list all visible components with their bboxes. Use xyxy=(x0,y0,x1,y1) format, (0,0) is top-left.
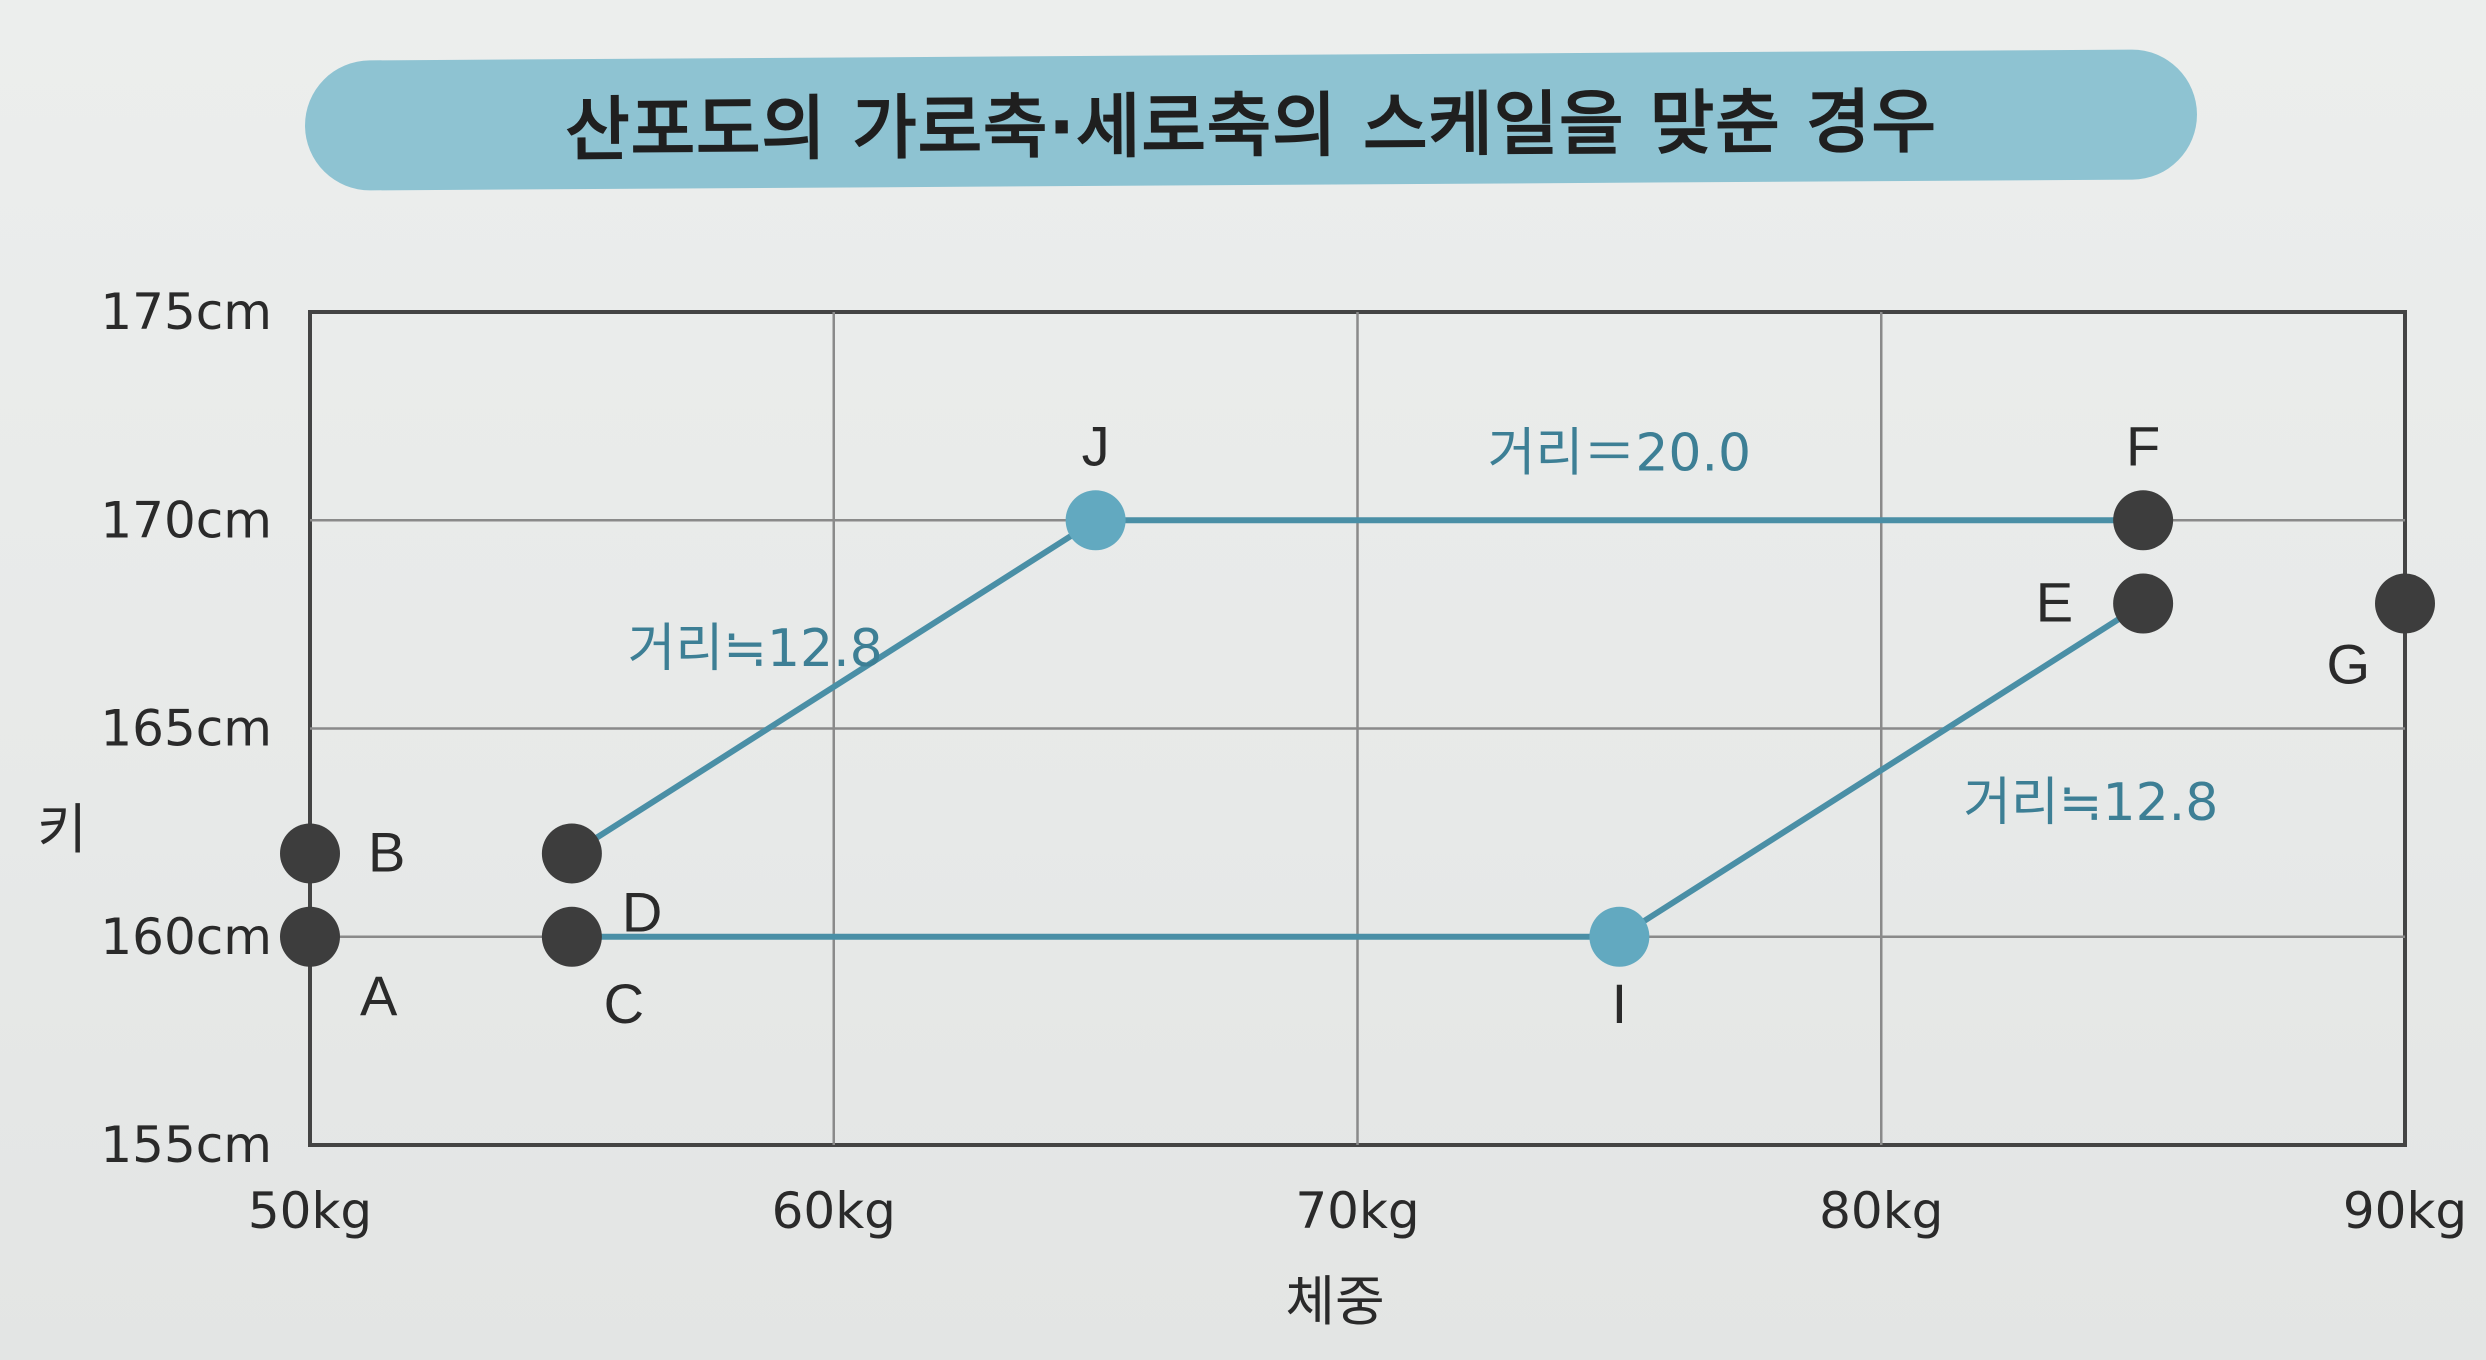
distance-segment-4 xyxy=(1616,600,2147,940)
y-tick-label-155: 155cm xyxy=(100,1116,272,1174)
point-label-c: C xyxy=(604,972,644,1035)
x-tick-label-50: 50kg xyxy=(248,1182,372,1240)
distance-segment-1 xyxy=(568,517,1099,857)
point-label-f: F xyxy=(2126,414,2160,477)
y-tick-label-170: 170cm xyxy=(100,491,272,549)
distance-annotations: 거리≒12.8 거리＝20.0 거리≒12.8 xyxy=(628,423,2219,833)
distance-annotation-1: 거리≒12.8 xyxy=(628,619,883,679)
point-i xyxy=(1589,906,1650,967)
point-label-i: I xyxy=(1612,972,1628,1035)
point-b xyxy=(280,823,340,884)
x-tick-label-80: 80kg xyxy=(1819,1182,1943,1240)
point-g xyxy=(2375,573,2435,634)
y-axis-title: 키 xyxy=(37,798,87,861)
distance-annotation-2: 거리＝20.0 xyxy=(1488,423,1751,483)
x-axis-title: 체중 xyxy=(1285,1270,1384,1333)
point-c xyxy=(541,906,602,967)
x-tick-label-90: 90kg xyxy=(2343,1182,2467,1240)
x-tick-label-60: 60kg xyxy=(772,1182,896,1240)
distance-annotation-3: 거리≒12.8 xyxy=(1963,773,2218,833)
x-tick-label-70: 70kg xyxy=(1295,1182,1419,1240)
y-tick-label-175: 175cm xyxy=(100,283,272,341)
point-a xyxy=(280,906,340,967)
point-label-j: J xyxy=(1082,414,1110,477)
point-label-a: A xyxy=(360,964,398,1027)
y-tick-label-160: 160cm xyxy=(100,908,272,966)
distance-segments xyxy=(568,517,2147,940)
point-labels: A B CD E F G I J xyxy=(360,414,2370,1035)
data-points xyxy=(280,490,2435,967)
axis-tick-labels: 50kg 60kg 70kg 80kg 90kg 155cm 160cm 165cm 170cm… xyxy=(100,283,2467,1240)
point-j xyxy=(1065,490,1126,551)
point-label-g: G xyxy=(2326,633,2370,696)
point-d xyxy=(541,823,602,884)
point-label-e: E xyxy=(2036,571,2073,634)
point-label-d: D xyxy=(622,880,662,943)
point-label-b: B xyxy=(368,820,405,883)
y-tick-label-165: 165cm xyxy=(100,700,272,758)
point-f xyxy=(2113,490,2174,551)
point-e xyxy=(2113,573,2174,634)
